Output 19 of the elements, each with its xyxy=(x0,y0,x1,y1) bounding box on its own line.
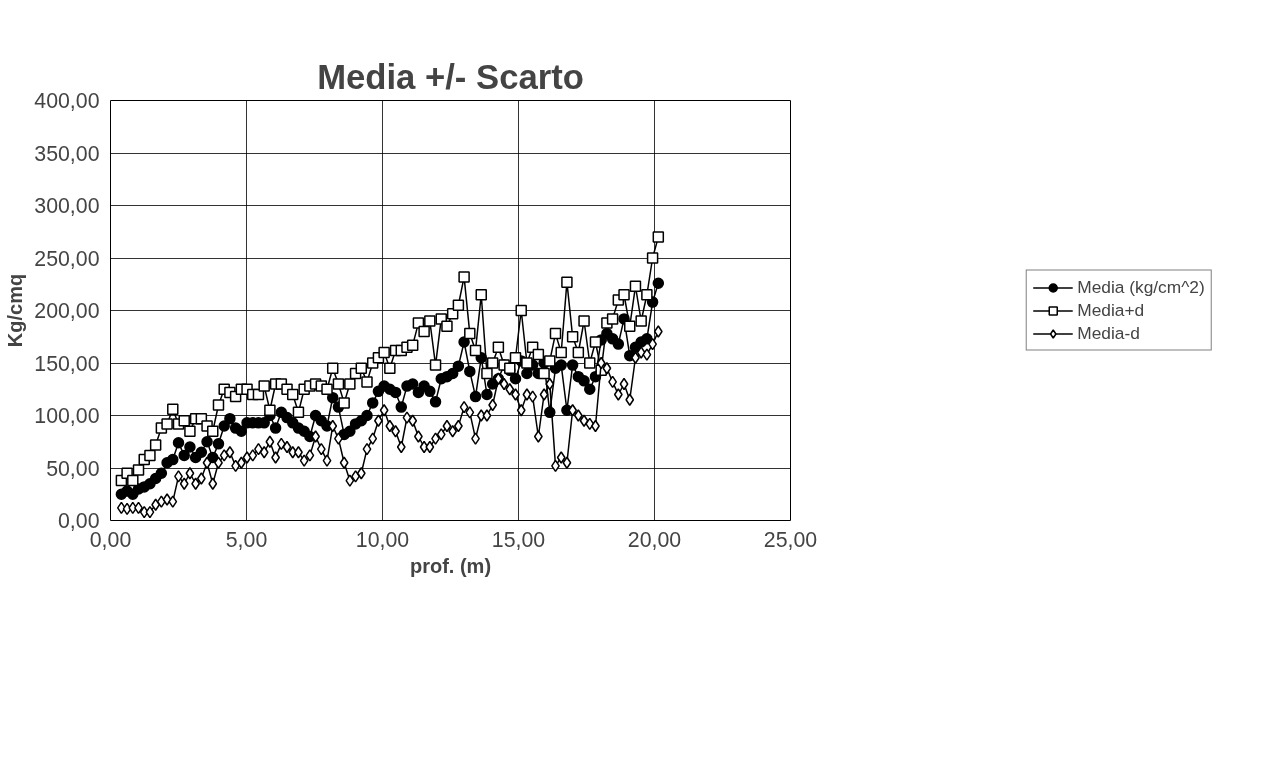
y-tick-label: 400,00 xyxy=(34,89,100,113)
x-tick-label: 25,00 xyxy=(763,527,818,552)
y-axis-title: Kg/cmq xyxy=(4,273,27,348)
legend-label: Media+d xyxy=(1077,299,1145,321)
x-tick-label: 5,00 xyxy=(225,527,268,552)
y-tick-label: 100,00 xyxy=(34,404,100,428)
y-tick-label: 200,00 xyxy=(34,299,100,323)
y-tick-label: 250,00 xyxy=(34,246,100,271)
y-tick-label: 50,00 xyxy=(46,456,100,481)
chart-title: Media +/- Scarto xyxy=(317,57,584,96)
x-axis-title: prof. (m) xyxy=(409,554,492,577)
legend-label: Media-d xyxy=(1077,322,1140,344)
x-tick-label: 15,00 xyxy=(491,527,546,552)
x-tick-label: 10,00 xyxy=(355,527,410,552)
y-tick-label: 300,00 xyxy=(34,194,100,218)
y-tick-label: 150,00 xyxy=(34,351,100,376)
legend-label: Media (kg/cm^2) xyxy=(1077,276,1205,298)
x-tick-label: 20,00 xyxy=(627,527,682,552)
y-tick-label: 350,00 xyxy=(34,141,100,166)
